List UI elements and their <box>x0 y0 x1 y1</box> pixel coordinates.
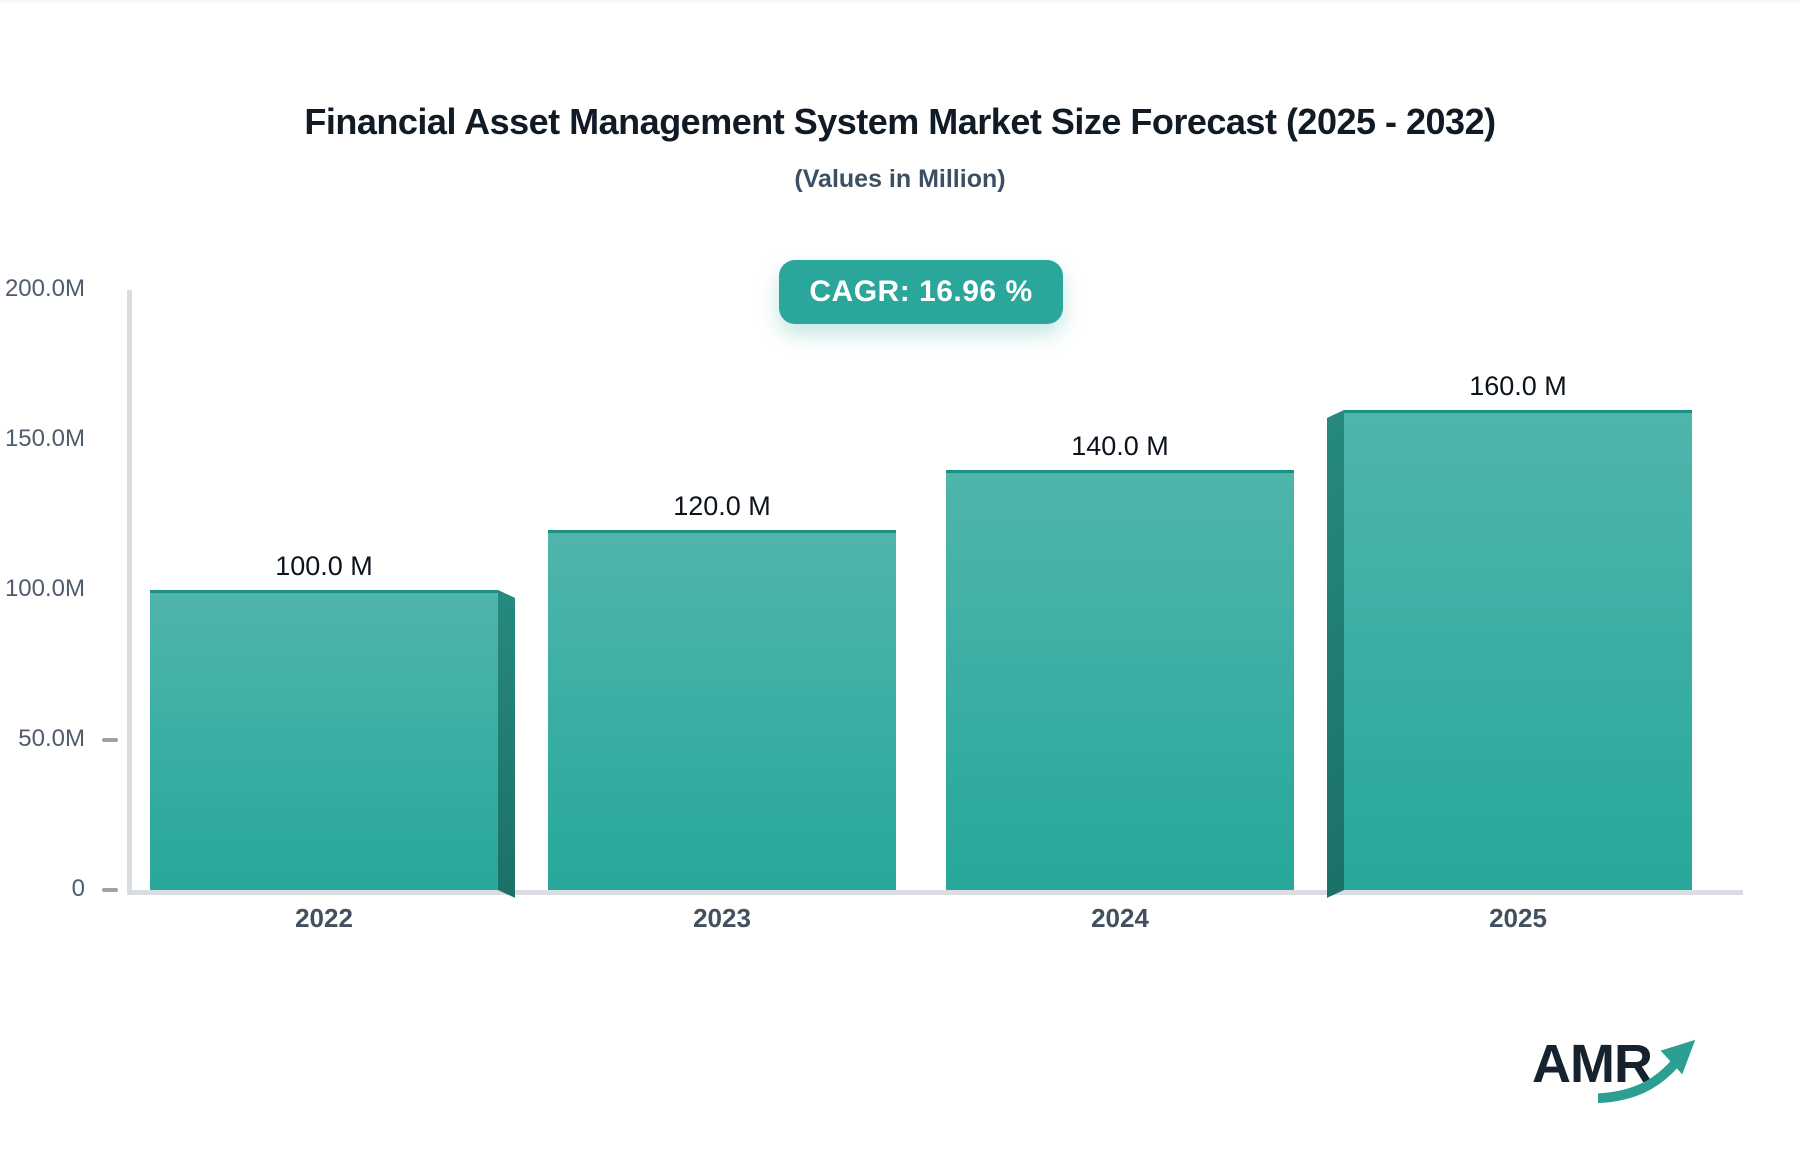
cagr-badge: CAGR: 16.96 % <box>779 260 1063 324</box>
bar-value-label-2022: 100.0 M <box>275 551 373 581</box>
bar-3d-side-2022 <box>498 590 515 898</box>
y-tick-label-1: 50.0M <box>18 725 85 752</box>
y-tick-label-3: 150.0M <box>4 425 85 452</box>
bar-2024[interactable] <box>946 470 1294 890</box>
bar-2025[interactable] <box>1344 410 1692 890</box>
bar-value-label-2025: 160.0 M <box>1469 371 1567 401</box>
brand-logo: AMR <box>1532 1033 1712 1113</box>
y-tick-label-0: 0 <box>71 875 85 902</box>
growth-arrow-icon <box>1598 1039 1696 1103</box>
x-category-label-2025: 2025 <box>1489 903 1547 933</box>
bar-value-label-2024: 140.0 M <box>1071 431 1169 461</box>
y-axis-line <box>127 290 132 893</box>
chart-title: Financial Asset Management System Market… <box>304 101 1496 142</box>
x-category-label-2023: 2023 <box>693 903 751 933</box>
brand-logo-text: AMR <box>1532 1034 1653 1094</box>
chart-subtitle: (Values in Million) <box>794 165 1006 193</box>
x-axis-baseline <box>127 890 1743 895</box>
cagr-badge-label: CAGR: 16.96 % <box>809 275 1033 308</box>
y-tick-label-2: 100.0M <box>4 575 85 602</box>
bar-2022[interactable] <box>150 590 498 890</box>
y-tick-label-4: 200.0M <box>4 275 85 302</box>
x-category-label-2024: 2024 <box>1091 903 1149 933</box>
x-category-label-2022: 2022 <box>295 903 353 933</box>
bar-3d-side-2025 <box>1327 410 1344 898</box>
plot-area: 0 50.0M 100.0M 150.0M 200.0M 100.0 M 2022 120.0… <box>5 275 1743 933</box>
bar-2023[interactable] <box>548 530 896 890</box>
y-tick-mark-0 <box>102 888 118 892</box>
bar-value-label-2023: 120.0 M <box>673 491 771 521</box>
y-tick-mark-1 <box>102 738 118 742</box>
